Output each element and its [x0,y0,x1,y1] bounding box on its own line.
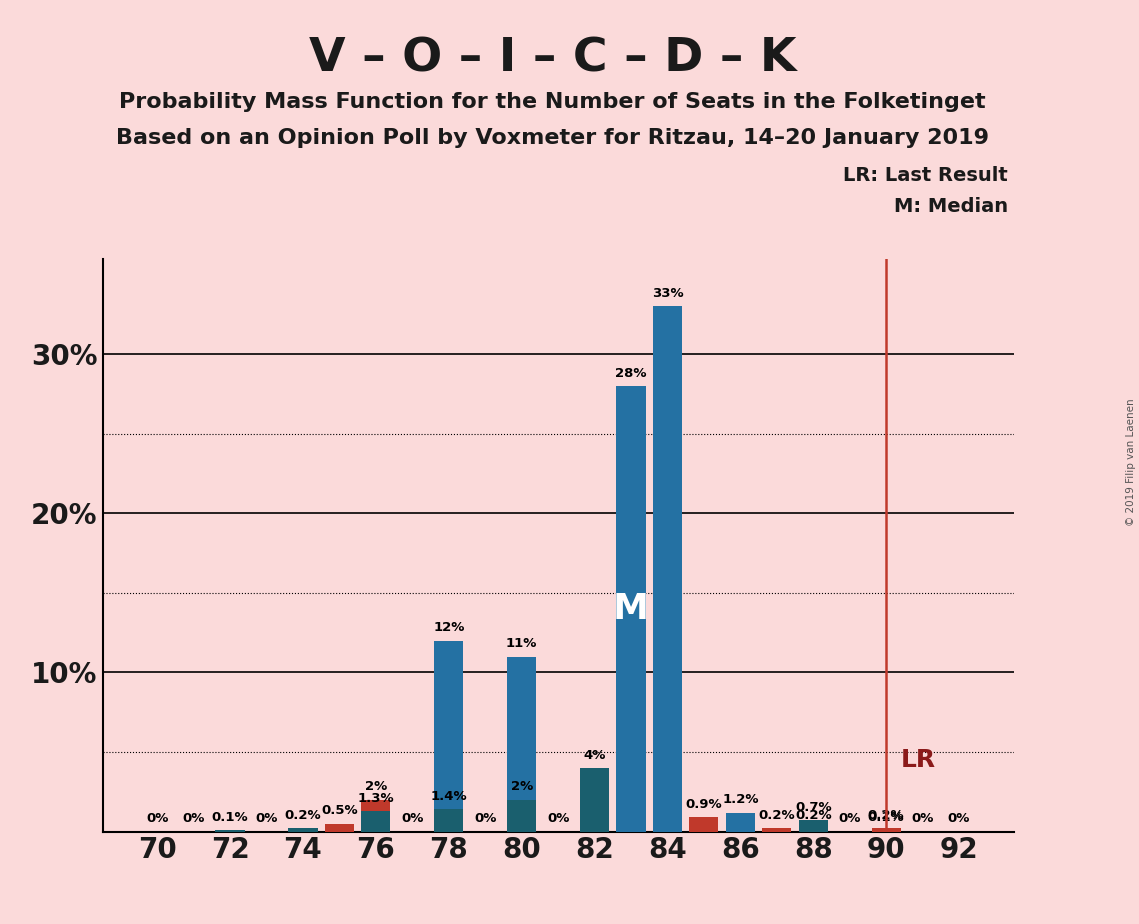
Bar [798,821,828,832]
Text: 0%: 0% [474,812,497,825]
Bar [507,657,536,832]
Text: 0%: 0% [255,812,278,825]
Text: 0%: 0% [948,812,970,825]
Bar [653,307,682,832]
Bar [215,830,245,832]
Text: 1.2%: 1.2% [722,793,759,806]
Text: 0%: 0% [838,812,861,825]
Text: 0%: 0% [146,812,169,825]
Text: 0%: 0% [182,812,205,825]
Text: 0.9%: 0.9% [686,798,722,811]
Bar [616,386,646,832]
Bar [325,823,354,832]
Text: V – O – I – C – D – K: V – O – I – C – D – K [309,37,796,82]
Text: Based on an Opinion Poll by Voxmeter for Ritzau, 14–20 January 2019: Based on an Opinion Poll by Voxmeter for… [116,128,989,148]
Text: 11%: 11% [506,638,538,650]
Text: 1.4%: 1.4% [431,790,467,803]
Text: 0%: 0% [401,812,424,825]
Text: 0.1%: 0.1% [868,810,904,823]
Bar [871,829,901,832]
Text: 0.7%: 0.7% [795,801,831,814]
Text: 33%: 33% [652,287,683,300]
Text: 0.2%: 0.2% [759,809,795,822]
Text: 0.2%: 0.2% [868,809,904,822]
Text: 0%: 0% [547,812,570,825]
Bar [434,809,464,832]
Bar [580,768,609,832]
Text: M: Median: M: Median [894,197,1008,216]
Text: 0.1%: 0.1% [212,810,248,823]
Text: 0%: 0% [911,812,934,825]
Text: 2%: 2% [364,781,387,794]
Text: 4%: 4% [583,748,606,761]
Text: 0.5%: 0.5% [321,804,358,817]
Text: 1.3%: 1.3% [358,792,394,805]
Bar [871,830,901,832]
Bar [726,812,755,832]
Bar [762,829,792,832]
Bar [361,811,391,832]
Text: 0.2%: 0.2% [795,809,831,822]
Text: 2%: 2% [510,781,533,794]
Bar [361,800,391,832]
Text: Probability Mass Function for the Number of Seats in the Folketinget: Probability Mass Function for the Number… [120,92,985,113]
Text: 12%: 12% [433,621,465,634]
Bar [288,829,318,832]
Text: LR: Last Result: LR: Last Result [843,166,1008,186]
Bar [689,817,719,832]
Text: © 2019 Filip van Laenen: © 2019 Filip van Laenen [1126,398,1136,526]
Text: M: M [613,591,649,626]
Text: 0.2%: 0.2% [285,809,321,822]
Bar [507,800,536,832]
Text: LR: LR [901,748,936,772]
Bar [434,640,464,832]
Bar [798,829,828,832]
Text: 28%: 28% [615,367,647,380]
